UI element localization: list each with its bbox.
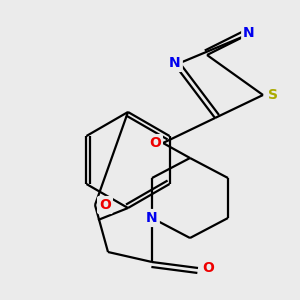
Text: O: O	[99, 198, 111, 212]
Text: O: O	[149, 136, 161, 150]
Text: O: O	[202, 261, 214, 275]
Text: N: N	[169, 56, 181, 70]
Text: N: N	[146, 211, 158, 225]
Text: N: N	[243, 26, 255, 40]
Text: S: S	[268, 88, 278, 102]
